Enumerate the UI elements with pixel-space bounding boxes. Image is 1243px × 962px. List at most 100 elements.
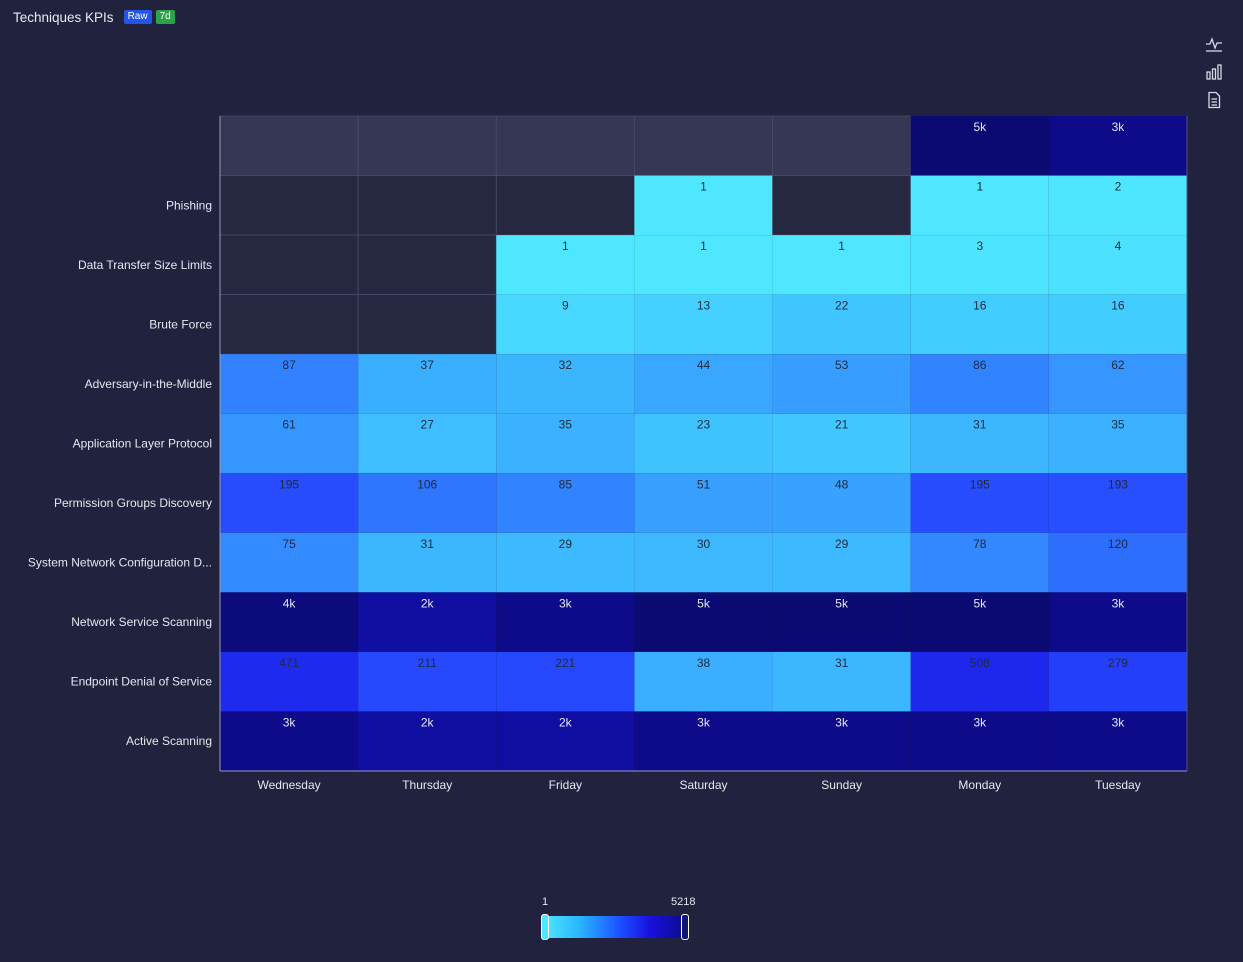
heatmap-cell[interactable] (357, 651, 497, 712)
heatmap-cell[interactable] (910, 473, 1050, 534)
heatmap-cell[interactable] (772, 711, 911, 772)
heatmap-cell[interactable] (219, 413, 359, 474)
heatmap-cell[interactable] (910, 353, 1050, 414)
heatmap-cell[interactable] (634, 234, 773, 295)
heatmap-cell[interactable] (1048, 592, 1188, 653)
document-icon[interactable] (1205, 91, 1223, 109)
heatmap-cell[interactable] (219, 532, 359, 593)
cell-value-label: 3k (835, 715, 849, 729)
cell-value-label: 2 (1115, 180, 1122, 194)
heatmap-cell[interactable] (357, 234, 497, 296)
cell-value-label: 29 (835, 537, 849, 551)
heatmap-cell[interactable] (219, 234, 359, 296)
cell-value-label: 48 (835, 477, 849, 491)
heatmap-cell[interactable] (634, 115, 773, 176)
legend-max-handle[interactable] (681, 914, 689, 940)
heatmap-cell[interactable] (357, 353, 497, 414)
y-axis-label: Active Scanning (126, 734, 212, 748)
heatmap-cell[interactable] (772, 353, 911, 414)
heatmap-cell[interactable] (634, 651, 773, 712)
heatmap-cell[interactable] (357, 592, 497, 653)
raw-badge[interactable]: Raw (123, 10, 152, 24)
heatmap-cell[interactable] (219, 711, 359, 772)
heatmap-cell[interactable] (772, 294, 911, 355)
activity-line-icon[interactable] (1205, 35, 1223, 53)
heatmap-cell[interactable] (1048, 175, 1188, 236)
heatmap-cell[interactable] (634, 532, 773, 593)
heatmap-cell[interactable] (634, 175, 773, 236)
heatmap-cell[interactable] (910, 294, 1050, 355)
heatmap-cell[interactable] (357, 413, 497, 474)
heatmap-cell[interactable] (219, 353, 359, 414)
heatmap-cell[interactable] (634, 413, 773, 474)
cell-value-label: 35 (1111, 418, 1125, 432)
x-axis-label: Tuesday (1095, 778, 1141, 792)
heatmap-cell[interactable] (634, 294, 773, 355)
heatmap-cell[interactable] (634, 353, 773, 414)
heatmap-cell[interactable] (910, 651, 1050, 712)
heatmap-cell[interactable] (357, 473, 497, 534)
legend-min-handle[interactable] (541, 914, 549, 940)
cell-value-label: 3k (1112, 120, 1126, 134)
heatmap-cell[interactable] (910, 175, 1050, 236)
heatmap-cell[interactable] (634, 592, 773, 653)
heatmap-cell[interactable] (1048, 294, 1188, 355)
heatmap-cell[interactable] (219, 115, 359, 176)
heatmap-cell[interactable] (496, 294, 635, 355)
heatmap-cell[interactable] (772, 413, 911, 474)
heatmap-cell[interactable] (910, 115, 1050, 176)
cell-value-label: 1 (562, 239, 569, 253)
heatmap-cell[interactable] (772, 234, 911, 295)
heatmap-cell[interactable] (357, 294, 497, 355)
cell-value-label: 3k (697, 715, 711, 729)
heatmap-cell[interactable] (219, 175, 359, 236)
heatmap-cell[interactable] (772, 532, 911, 593)
heatmap-cell[interactable] (357, 532, 497, 593)
heatmap-cell[interactable] (496, 473, 635, 534)
cell-value-label: 279 (1108, 656, 1128, 670)
cell-value-label: 211 (418, 656, 437, 670)
cell-value-label: 1 (700, 180, 707, 194)
heatmap-cell[interactable] (910, 413, 1050, 474)
heatmap-cell[interactable] (495, 115, 635, 176)
heatmap-cell[interactable] (772, 651, 911, 712)
heatmap-cell[interactable] (1048, 651, 1188, 712)
cell-value-label: 51 (697, 477, 711, 491)
y-axis-label: Permission Groups Discovery (54, 496, 212, 510)
heatmap-cell[interactable] (357, 175, 497, 236)
heatmap-cell[interactable] (496, 234, 635, 295)
heatmap-cell[interactable] (772, 592, 911, 653)
heatmap-cell[interactable] (1048, 353, 1188, 414)
heatmap-cell[interactable] (495, 175, 635, 236)
color-scale-legend: 1 5218 (538, 894, 698, 944)
cell-value-label: 2k (559, 715, 573, 729)
heatmap-cell[interactable] (910, 234, 1050, 295)
heatmap-cell[interactable] (772, 175, 912, 236)
heatmap-cell[interactable] (1048, 711, 1188, 772)
heatmap-cell[interactable] (1048, 234, 1188, 295)
cell-value-label: 44 (697, 358, 711, 372)
heatmap-cell[interactable] (496, 711, 635, 772)
x-axis-label: Sunday (821, 778, 862, 792)
cell-value-label: 38 (697, 656, 711, 670)
heatmap-cell[interactable] (357, 115, 497, 176)
heatmap-cell[interactable] (496, 532, 635, 593)
heatmap-cell[interactable] (219, 473, 359, 534)
y-axis-label: Brute Force (149, 317, 212, 331)
heatmap-cell[interactable] (772, 473, 911, 534)
heatmap-cell[interactable] (219, 651, 359, 712)
heatmap-cell[interactable] (496, 651, 635, 712)
heatmap-cell[interactable] (219, 294, 359, 355)
heatmap-cell[interactable] (1048, 532, 1188, 593)
heatmap-cell[interactable] (1048, 413, 1188, 474)
time-range-badge[interactable]: 7d (155, 10, 175, 24)
heatmap-cell[interactable] (1048, 115, 1188, 176)
heatmap-cell[interactable] (772, 115, 912, 176)
heatmap-cell[interactable] (496, 353, 635, 414)
cell-value-label: 9 (562, 299, 569, 313)
heatmap-cell[interactable] (357, 711, 497, 772)
legend-gradient (544, 916, 685, 938)
cell-value-label: 5k (697, 596, 711, 610)
heatmap-cell[interactable] (910, 711, 1050, 772)
bar-chart-icon[interactable] (1205, 63, 1223, 81)
